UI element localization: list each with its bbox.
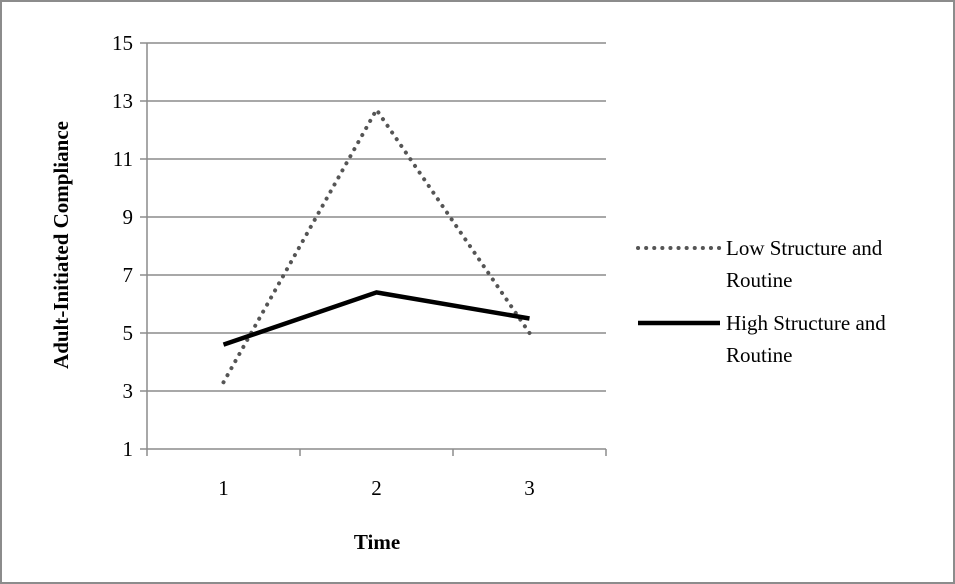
legend-label: Low Structure and: [726, 236, 883, 260]
x-tick-label: 2: [371, 476, 382, 500]
axes: [140, 42, 607, 456]
y-axis-title: Adult-Initiated Compliance: [49, 121, 73, 369]
y-tick-label: 5: [123, 321, 134, 345]
legend-label: Routine: [726, 268, 793, 292]
legend: Low Structure and Routine High Structure a…: [636, 236, 886, 367]
y-tick-label: 7: [123, 263, 134, 287]
data-series: [221, 105, 532, 385]
y-tick-label: 1: [123, 437, 134, 461]
y-tick-label: 3: [123, 379, 134, 403]
series-line-high-structure: [222, 290, 530, 347]
grid-lines: [147, 42, 606, 392]
x-axis-title: Time: [354, 530, 400, 554]
y-tick-label: 9: [123, 205, 134, 229]
y-tick-label: 15: [112, 31, 133, 55]
legend-label: High Structure and: [726, 311, 886, 335]
y-tick-label: 13: [112, 89, 133, 113]
legend-label: Routine: [726, 343, 793, 367]
x-axis-tick-labels: 1 2 3: [218, 476, 535, 500]
x-tick-label: 3: [524, 476, 535, 500]
y-tick-label: 11: [113, 147, 133, 171]
x-tick-label: 1: [218, 476, 229, 500]
series-line-low-structure: [221, 105, 532, 385]
